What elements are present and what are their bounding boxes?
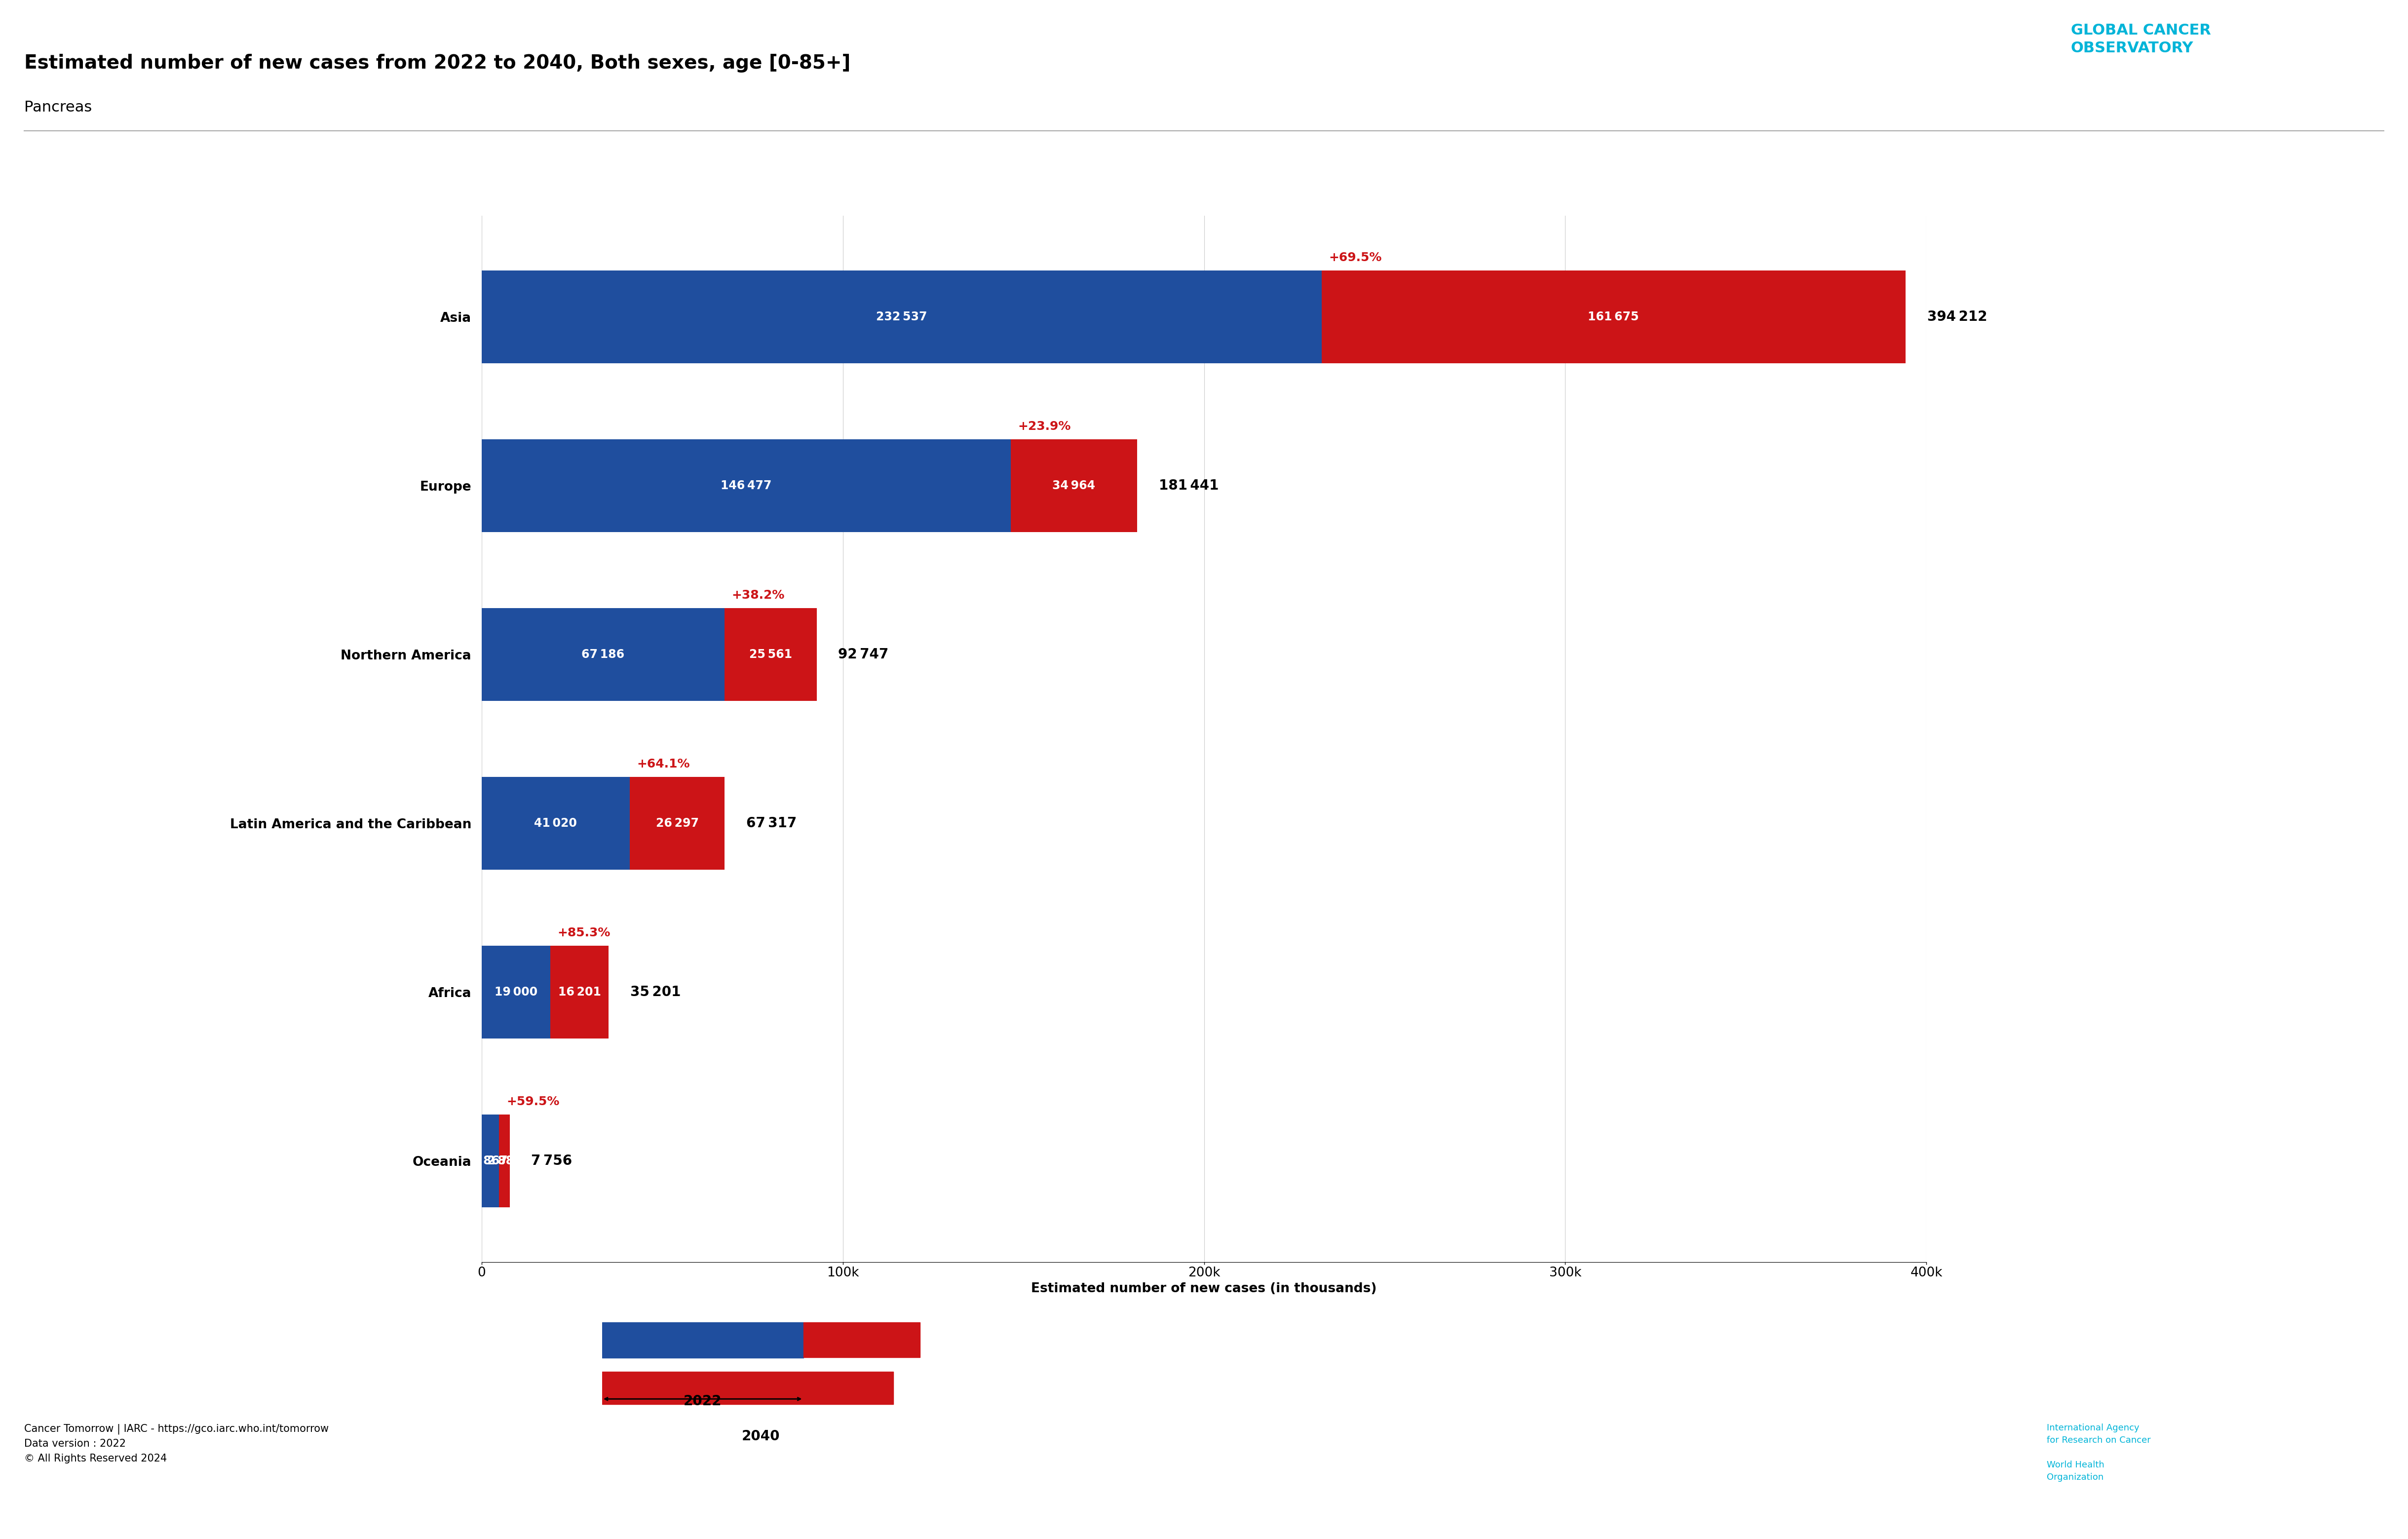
FancyArrow shape <box>602 1325 804 1357</box>
Text: 4 867: 4 867 <box>472 1154 508 1167</box>
Bar <box>482 945 551 1039</box>
Text: 7 756: 7 756 <box>532 1154 573 1168</box>
Text: +85.3%: +85.3% <box>559 926 612 939</box>
X-axis label: Estimated number of new cases (in thousands): Estimated number of new cases (in thousa… <box>1031 1282 1377 1296</box>
Bar <box>482 439 1011 532</box>
Bar <box>482 1114 498 1207</box>
Text: 161 675: 161 675 <box>1587 311 1640 323</box>
Text: 181 441: 181 441 <box>1158 479 1218 492</box>
Text: +69.5%: +69.5% <box>1329 252 1382 263</box>
Bar <box>482 777 631 870</box>
Text: 26 297: 26 297 <box>655 817 698 830</box>
Text: 2022: 2022 <box>684 1394 722 1408</box>
Text: 2040: 2040 <box>742 1430 780 1444</box>
FancyArrow shape <box>602 1371 893 1404</box>
Bar <box>482 608 725 700</box>
Text: 67 186: 67 186 <box>580 648 624 660</box>
Text: Cancer Tomorrow | IARC - https://gco.iarc.who.int/tomorrow
Data version : 2022
©: Cancer Tomorrow | IARC - https://gco.iar… <box>24 1424 327 1464</box>
Bar <box>482 271 1322 363</box>
Text: Pancreas: Pancreas <box>24 100 92 114</box>
Bar <box>1011 439 1137 532</box>
Text: Estimated number of new cases from 2022 to 2040, Both sexes, age [0-85+]: Estimated number of new cases from 2022 … <box>24 54 850 72</box>
Text: 146 477: 146 477 <box>720 480 771 491</box>
Bar <box>602 1322 804 1357</box>
Bar <box>498 1114 510 1207</box>
Bar <box>551 945 609 1039</box>
Bar <box>1322 271 1905 363</box>
Text: 41 020: 41 020 <box>535 817 578 830</box>
Text: 25 561: 25 561 <box>749 648 792 660</box>
Text: 2 889: 2 889 <box>486 1154 523 1167</box>
Text: +38.2%: +38.2% <box>732 589 785 602</box>
Text: 35 201: 35 201 <box>631 985 681 999</box>
Text: 19 000: 19 000 <box>494 986 537 997</box>
Bar <box>804 1322 920 1357</box>
Text: 232 537: 232 537 <box>877 311 927 323</box>
Text: +23.9%: +23.9% <box>1019 420 1072 432</box>
Text: +59.5%: +59.5% <box>506 1096 559 1108</box>
Bar <box>725 608 816 700</box>
Text: 34 964: 34 964 <box>1052 480 1096 491</box>
Text: 67 317: 67 317 <box>746 816 797 830</box>
Text: 394 212: 394 212 <box>1926 309 1987 323</box>
Text: GLOBAL CANCER
OBSERVATORY: GLOBAL CANCER OBSERVATORY <box>2071 23 2211 55</box>
Text: +64.1%: +64.1% <box>638 759 691 770</box>
Bar <box>631 777 725 870</box>
Text: International Agency
for Research on Cancer

World Health
Organization: International Agency for Research on Can… <box>2047 1424 2150 1482</box>
Text: 92 747: 92 747 <box>838 648 889 662</box>
Text: 16 201: 16 201 <box>559 986 602 997</box>
